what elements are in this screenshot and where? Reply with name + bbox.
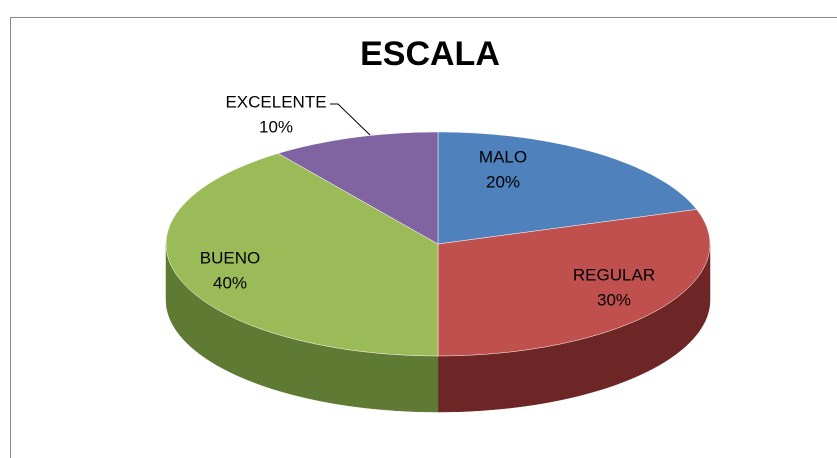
pie-slice bbox=[437, 209, 711, 357]
slice-label: REGULAR bbox=[573, 265, 655, 284]
pie-tops bbox=[165, 131, 711, 357]
pie-labels: MALO 20% REGULAR 30% BUENO 40% EXCELENTE 10% bbox=[200, 92, 655, 309]
slice-label: BUENO bbox=[200, 248, 260, 267]
slice-value-label: 40% bbox=[213, 273, 247, 292]
leader-line bbox=[330, 103, 371, 136]
slice-label: MALO bbox=[479, 147, 527, 166]
slice-value-label: 20% bbox=[486, 172, 520, 191]
slice-label: EXCELENTE bbox=[225, 92, 326, 111]
slice-value-label: 10% bbox=[259, 117, 293, 136]
pie-slice bbox=[437, 131, 698, 245]
pie-slice bbox=[277, 131, 439, 245]
chart-title: ESCALA bbox=[360, 35, 500, 73]
slice-value-label: 30% bbox=[597, 290, 631, 309]
pie-slice bbox=[165, 153, 439, 357]
